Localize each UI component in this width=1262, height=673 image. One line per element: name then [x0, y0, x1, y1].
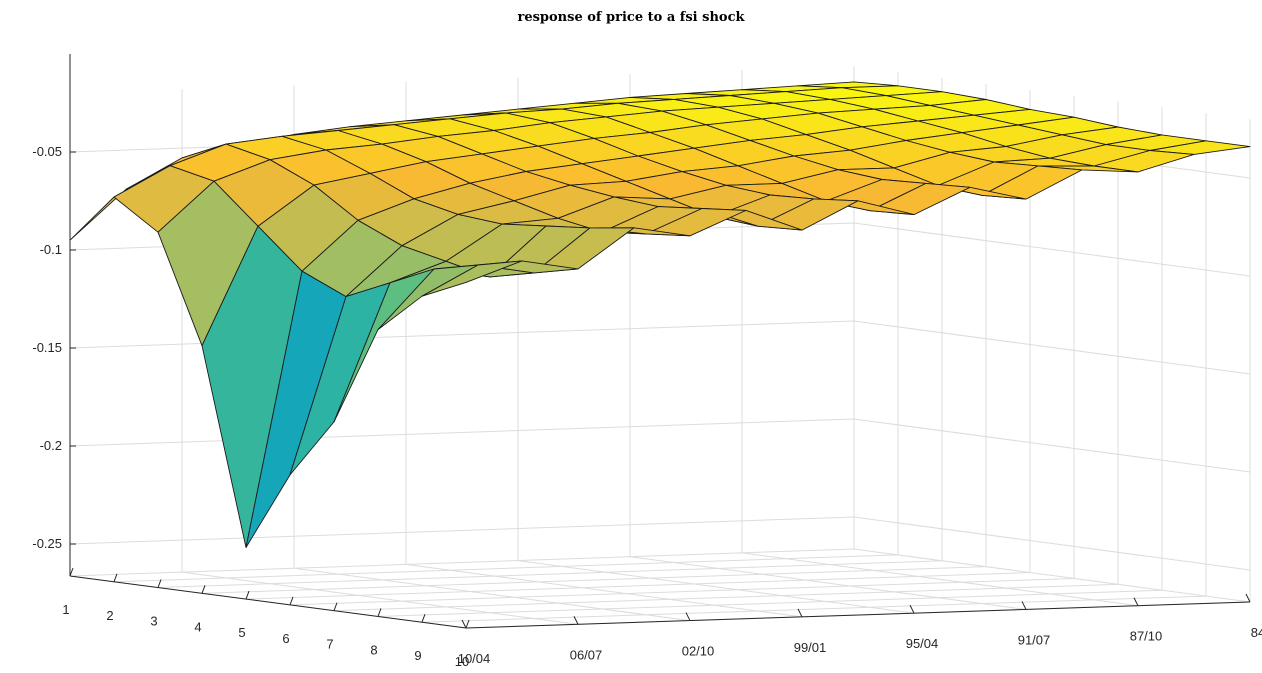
grid-line	[181, 571, 579, 625]
horizon-tick-label: 3	[150, 614, 157, 629]
date-tick-mark	[909, 604, 915, 614]
grid-line	[377, 589, 1163, 617]
date-tick-mark	[1021, 601, 1027, 610]
horizon-tick-label: 5	[238, 625, 245, 640]
grid-line	[853, 222, 1251, 277]
grid-line	[629, 556, 1027, 610]
grid-line	[421, 595, 1207, 623]
date-axis-line	[465, 601, 1251, 629]
date-tick-mark	[573, 616, 579, 625]
grid-line	[113, 554, 899, 583]
grid-line	[853, 516, 1251, 571]
horizon-tick-mark	[201, 585, 206, 594]
grid-line	[69, 320, 855, 349]
grid-line	[69, 516, 855, 545]
horizon-tick-label: 10	[455, 654, 469, 669]
horizon-tick-mark	[333, 602, 338, 611]
date-tick-mark	[797, 608, 803, 618]
horizon-tick-mark	[157, 579, 162, 588]
horizon-tick-mark	[421, 614, 426, 623]
horizon-tick-mark	[245, 590, 250, 600]
grid-line	[289, 577, 1075, 606]
horizon-tick-mark	[377, 608, 382, 617]
date-tick-mark	[1245, 593, 1251, 603]
date-tick-label: 95/04	[906, 636, 939, 651]
date-tick-mark	[1133, 597, 1139, 606]
date-tick-label: 10/04	[458, 651, 491, 666]
horizon-tick-label: 1	[62, 602, 69, 617]
chart-title: response of price to a fsi shock	[517, 10, 745, 25]
date-tick-label: 91/07	[1018, 632, 1051, 647]
surface-layer	[69, 81, 1251, 548]
grid-line	[853, 418, 1251, 473]
horizon-tick-mark	[289, 596, 294, 606]
date-tick-label: 06/07	[570, 647, 603, 662]
horizon-tick-mark	[465, 619, 470, 629]
horizon-tick-label: 6	[282, 631, 289, 646]
date-tick-mark	[685, 612, 691, 621]
grid-line	[69, 418, 855, 447]
horizon-tick-label: 7	[326, 637, 333, 652]
grid-line	[741, 552, 1139, 607]
z-tick-label: -0.2	[40, 438, 62, 453]
date-tick-label: 02/10	[682, 644, 715, 659]
horizon-tick-mark	[69, 567, 74, 577]
grid-line	[69, 548, 855, 577]
date-tick-label: 99/01	[794, 640, 827, 655]
grid-line	[853, 548, 1251, 603]
grid-line	[853, 320, 1251, 375]
horizon-tick-label: 4	[194, 619, 201, 634]
surface-face	[421, 260, 523, 297]
horizon-tick-label: 2	[106, 608, 113, 623]
date-tick-label: 84	[1251, 625, 1262, 640]
horizon-tick-mark	[113, 573, 118, 582]
grid-line	[293, 567, 691, 622]
horizon-tick-label: 8	[370, 642, 377, 657]
horizon-tick-label: 9	[414, 648, 421, 663]
grid-line	[201, 566, 987, 594]
horizon-axis-line	[69, 575, 467, 629]
grid-line	[245, 572, 1031, 600]
grid-line	[405, 563, 803, 618]
date-tick-label: 87/10	[1130, 629, 1163, 644]
z-tick-label: -0.15	[32, 340, 62, 355]
grid-line	[517, 560, 915, 614]
z-tick-label: -0.25	[32, 536, 62, 551]
grid-line	[333, 583, 1119, 612]
grid-line	[157, 560, 943, 589]
z-tick-label: -0.05	[32, 144, 62, 159]
date-tick-mark	[461, 619, 467, 629]
z-tick-label: -0.1	[40, 242, 62, 257]
